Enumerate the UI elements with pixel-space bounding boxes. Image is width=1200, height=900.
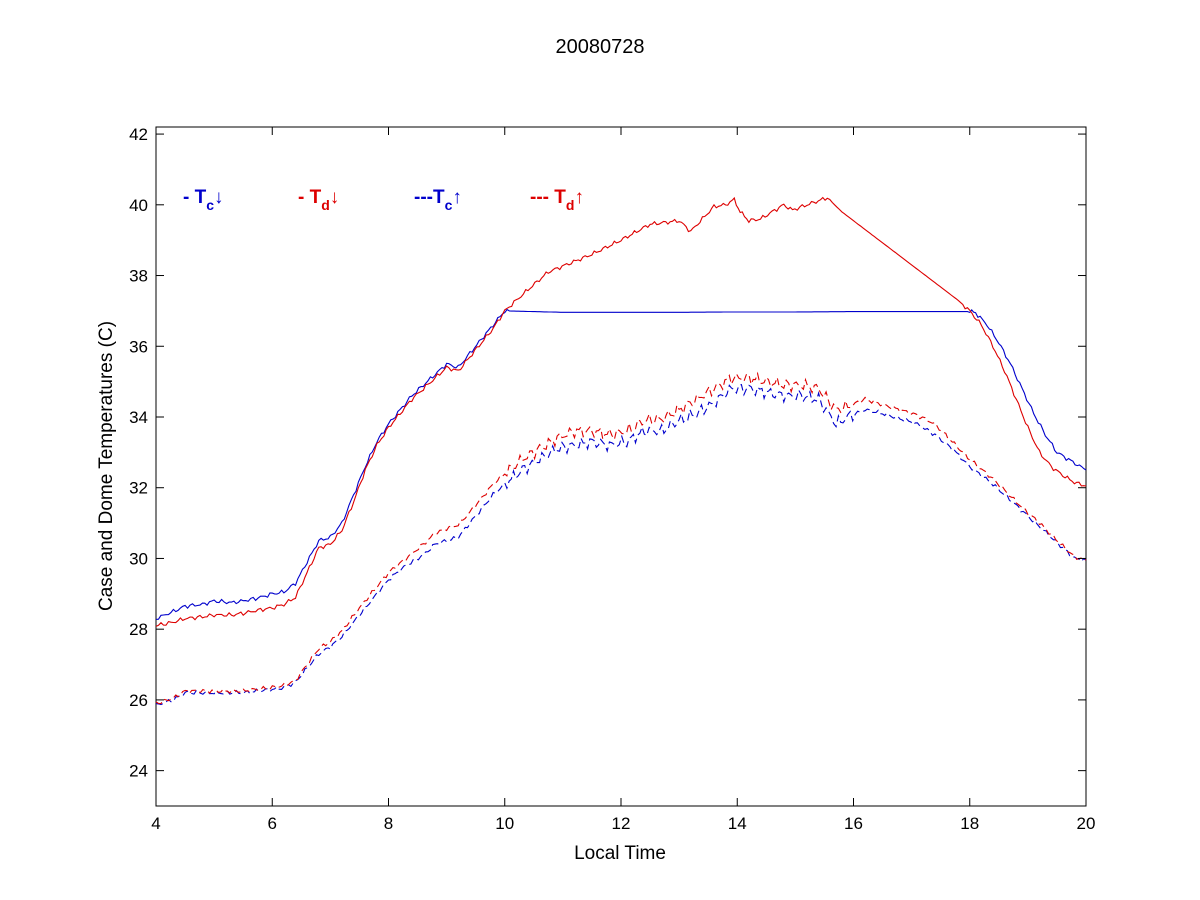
series-line-td_down bbox=[155, 196, 1087, 627]
legend-entry: - Tc↓ bbox=[183, 187, 224, 213]
legend-entry: - Td↓ bbox=[298, 187, 339, 213]
x-tick-label: 8 bbox=[384, 814, 393, 833]
y-tick-label: 38 bbox=[129, 267, 148, 286]
x-tick-label: 20 bbox=[1077, 814, 1096, 833]
plot-frame bbox=[155, 126, 1087, 807]
y-tick-label: 42 bbox=[129, 125, 148, 144]
y-tick-label: 26 bbox=[129, 691, 148, 710]
y-axis-label: Case and Dome Temperatures (C) bbox=[96, 321, 117, 611]
x-tick-label: 14 bbox=[728, 814, 747, 833]
y-tick-label: 40 bbox=[129, 196, 148, 215]
x-tick-label: 12 bbox=[612, 814, 631, 833]
axes-layer: 4 6 8 10 12 14 16 18 20 24 26 28 30 32 34 36 38 40 42 bbox=[129, 125, 1095, 833]
chart-title: 20080728 bbox=[556, 36, 645, 58]
series-layer bbox=[155, 196, 1087, 706]
series-line-td_up bbox=[155, 371, 1087, 705]
x-tick-label: 6 bbox=[268, 814, 277, 833]
series-line-tc_up bbox=[155, 383, 1087, 706]
y-tick-label: 28 bbox=[129, 620, 148, 639]
y-tick-label: 34 bbox=[129, 408, 148, 427]
series-line-tc_down bbox=[155, 308, 1087, 620]
x-tick-label: 18 bbox=[960, 814, 979, 833]
legend: - Tc↓ - Td↓ ---Tc↑ --- Td↑ bbox=[183, 187, 584, 213]
x-axis-label: Local Time bbox=[574, 843, 666, 864]
x-tick-label: 4 bbox=[151, 814, 160, 833]
y-tick-label: 24 bbox=[129, 762, 148, 781]
legend-entry: ---Tc↑ bbox=[414, 187, 462, 213]
x-tick-label: 10 bbox=[495, 814, 514, 833]
y-tick-label: 30 bbox=[129, 549, 148, 568]
legend-entry: --- Td↑ bbox=[530, 187, 584, 213]
y-tick-label: 32 bbox=[129, 479, 148, 498]
y-tick-label: 36 bbox=[129, 337, 148, 356]
x-tick-label: 16 bbox=[844, 814, 863, 833]
